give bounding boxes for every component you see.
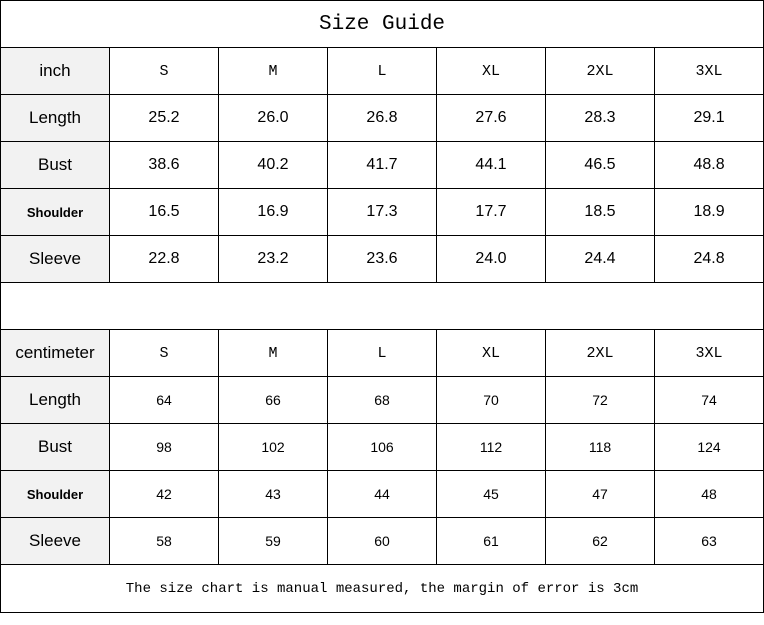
spacer-row <box>0 282 764 330</box>
table-cell: 38.6 <box>109 141 219 189</box>
blank-cell <box>109 282 219 330</box>
row-label: Bust <box>0 141 110 189</box>
table-cell: 24.4 <box>545 235 655 283</box>
size-header: S <box>109 47 219 95</box>
table-cell: 16.9 <box>218 188 328 236</box>
table-cell: 66 <box>218 376 328 424</box>
table-cell: 48 <box>653 470 764 518</box>
table-row: Length 64 66 68 70 72 74 <box>0 376 764 424</box>
row-label: Length <box>0 94 110 142</box>
table-cell: 48.8 <box>653 141 764 189</box>
table-cell: 23.6 <box>327 235 437 283</box>
row-label: Shoulder <box>0 188 110 236</box>
table-cell: 17.3 <box>327 188 437 236</box>
table-cell: 22.8 <box>109 235 219 283</box>
table-cell: 25.2 <box>109 94 219 142</box>
unit-label: inch <box>0 47 110 95</box>
table-row: Sleeve 22.8 23.2 23.6 24.0 24.4 24.8 <box>0 235 764 283</box>
table-cell: 27.6 <box>436 94 546 142</box>
table-cell: 64 <box>109 376 219 424</box>
size-header-row: inch S M L XL 2XL 3XL <box>0 47 764 95</box>
unit-label: centimeter <box>0 329 110 377</box>
size-header: L <box>327 47 437 95</box>
table-cell: 16.5 <box>109 188 219 236</box>
table-cell: 44.1 <box>436 141 546 189</box>
table-cell: 112 <box>436 423 546 471</box>
table-cell: 47 <box>545 470 655 518</box>
table-cell: 58 <box>109 517 219 565</box>
table-cell: 45 <box>436 470 546 518</box>
table-cell: 61 <box>436 517 546 565</box>
table-cell: 74 <box>653 376 764 424</box>
size-header: 2XL <box>545 47 655 95</box>
table-cell: 98 <box>109 423 219 471</box>
table-cell: 26.0 <box>218 94 328 142</box>
table-cell: 102 <box>218 423 328 471</box>
table-cell: 68 <box>327 376 437 424</box>
table-row: Shoulder 42 43 44 45 47 48 <box>0 470 764 518</box>
table-cell: 72 <box>545 376 655 424</box>
size-header-row: centimeter S M L XL 2XL 3XL <box>0 329 764 377</box>
table-row: Bust 98 102 106 112 118 124 <box>0 423 764 471</box>
table-cell: 28.3 <box>545 94 655 142</box>
table-cell: 18.5 <box>545 188 655 236</box>
table-row: Shoulder 16.5 16.9 17.3 17.7 18.5 18.9 <box>0 188 764 236</box>
size-header: 2XL <box>545 329 655 377</box>
blank-cell <box>218 282 328 330</box>
blank-cell <box>545 282 655 330</box>
size-header: 3XL <box>653 47 764 95</box>
blank-cell <box>436 282 546 330</box>
table-cell: 17.7 <box>436 188 546 236</box>
row-label: Shoulder <box>0 470 110 518</box>
blank-cell <box>654 282 764 330</box>
table-cell: 18.9 <box>653 188 764 236</box>
row-label: Bust <box>0 423 110 471</box>
table-cell: 41.7 <box>327 141 437 189</box>
table-cell: 43 <box>218 470 328 518</box>
size-header: 3XL <box>653 329 764 377</box>
table-cell: 124 <box>653 423 764 471</box>
footnote: The size chart is manual measured, the m… <box>0 564 764 613</box>
table-cell: 63 <box>653 517 764 565</box>
size-header: XL <box>436 47 546 95</box>
table-cell: 26.8 <box>327 94 437 142</box>
table-cell: 46.5 <box>545 141 655 189</box>
table-cell: 24.0 <box>436 235 546 283</box>
blank-cell <box>327 282 437 330</box>
table-row: Sleeve 58 59 60 61 62 63 <box>0 517 764 565</box>
table-row: Length 25.2 26.0 26.8 27.6 28.3 29.1 <box>0 94 764 142</box>
table-cell: 62 <box>545 517 655 565</box>
table-cell: 24.8 <box>653 235 764 283</box>
table-cell: 42 <box>109 470 219 518</box>
size-header: M <box>218 47 328 95</box>
size-header: M <box>218 329 328 377</box>
size-header: L <box>327 329 437 377</box>
row-label: Sleeve <box>0 517 110 565</box>
table-cell: 60 <box>327 517 437 565</box>
table-cell: 23.2 <box>218 235 328 283</box>
blank-cell <box>0 282 110 330</box>
table-row: Bust 38.6 40.2 41.7 44.1 46.5 48.8 <box>0 141 764 189</box>
table-cell: 118 <box>545 423 655 471</box>
row-label: Sleeve <box>0 235 110 283</box>
table-cell: 29.1 <box>653 94 764 142</box>
table-cell: 44 <box>327 470 437 518</box>
size-header: XL <box>436 329 546 377</box>
table-cell: 40.2 <box>218 141 328 189</box>
table-title: Size Guide <box>0 0 764 48</box>
row-label: Length <box>0 376 110 424</box>
table-cell: 70 <box>436 376 546 424</box>
size-header: S <box>109 329 219 377</box>
table-cell: 106 <box>327 423 437 471</box>
table-cell: 59 <box>218 517 328 565</box>
